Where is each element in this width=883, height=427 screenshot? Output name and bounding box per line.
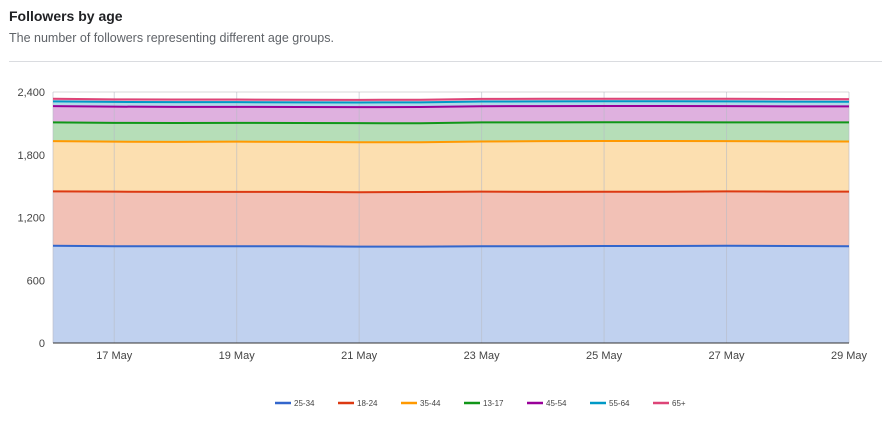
line-25-34 <box>52 244 850 248</box>
legend-label-55-64: 55-64 <box>609 399 630 408</box>
area-18-24 <box>53 191 849 247</box>
x-tick-label: 23 May <box>464 350 501 362</box>
y-tick-label: 0 <box>39 338 45 350</box>
area-45-54 <box>53 106 849 124</box>
x-tick-label: 27 May <box>708 350 745 362</box>
line-18-24 <box>52 190 850 194</box>
area-13-17 <box>53 122 849 143</box>
chart-subtitle: The number of followers representing dif… <box>9 31 334 45</box>
area-35-44 <box>53 141 849 193</box>
line-13-17 <box>52 121 850 125</box>
x-tick-label: 25 May <box>586 350 623 362</box>
legend-label-45-54: 45-54 <box>546 399 567 408</box>
y-tick-label: 2,400 <box>17 87 45 99</box>
legend-label-65+: 65+ <box>672 399 686 408</box>
x-tick-label: 29 May <box>831 350 868 362</box>
legend-label-18-24: 18-24 <box>357 399 378 408</box>
y-tick-label: 600 <box>27 275 45 287</box>
legend-label-25-34: 25-34 <box>294 399 315 408</box>
line-35-44 <box>52 140 850 144</box>
x-tick-label: 19 May <box>219 350 256 362</box>
area-25-34 <box>53 245 849 343</box>
line-55-64 <box>52 100 850 104</box>
x-tick-label: 21 May <box>341 350 378 362</box>
y-tick-label: 1,200 <box>17 213 45 225</box>
line-45-54 <box>52 105 850 109</box>
legend-label-13-17: 13-17 <box>483 399 504 408</box>
legend-label-35-44: 35-44 <box>420 399 441 408</box>
chart-title: Followers by age <box>9 8 123 24</box>
x-tick-label: 17 May <box>96 350 133 362</box>
y-tick-label: 1,800 <box>17 150 45 162</box>
line-65+ <box>52 97 850 101</box>
header-divider <box>9 61 882 62</box>
